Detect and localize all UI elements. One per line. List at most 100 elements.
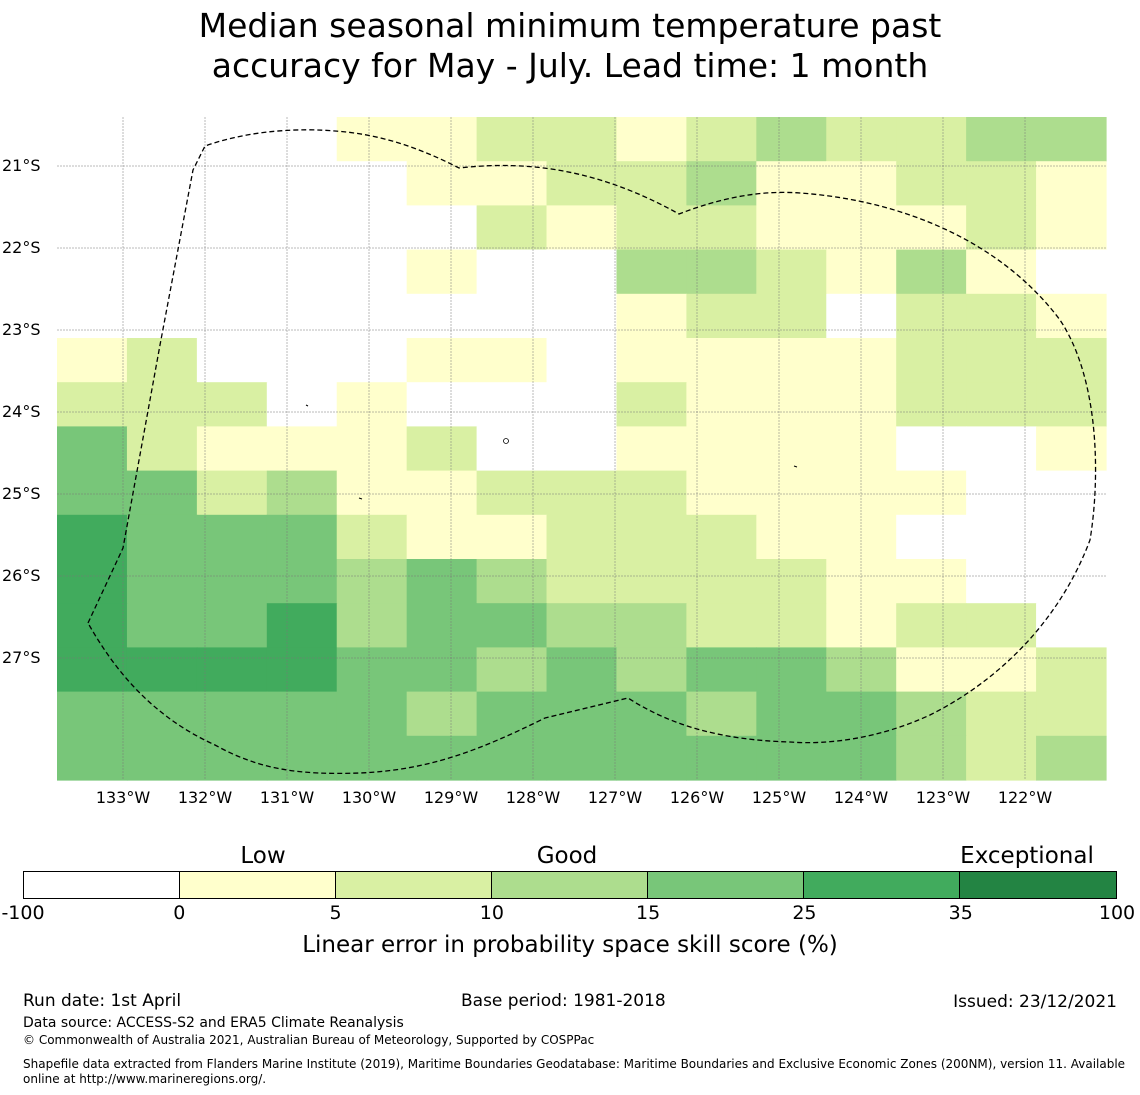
grid-cell (406, 117, 478, 162)
grid-cell (966, 559, 1037, 604)
grid-cell (336, 293, 408, 339)
grid-cell (686, 338, 757, 383)
grid-cell (546, 691, 618, 737)
grid-cell (686, 249, 757, 295)
grid-cell (826, 293, 897, 339)
longitude-label: 129°W (423, 788, 479, 807)
grid-cell (896, 205, 967, 251)
colorbar-segment (648, 872, 804, 898)
grid-cell (896, 559, 967, 604)
grid-cell (196, 161, 268, 206)
grid-cell (896, 161, 967, 206)
grid-cell (616, 249, 687, 295)
grid-cell (266, 293, 338, 339)
grid-cell (756, 559, 827, 604)
grid-cell (196, 338, 268, 383)
grid-cell (756, 161, 827, 206)
grid-cell (406, 514, 478, 560)
grid-cell (406, 382, 478, 427)
grid-cell (756, 382, 827, 427)
colorbar-segment (960, 872, 1116, 898)
island-marker (503, 438, 509, 444)
grid-cell (57, 647, 128, 693)
grid-cell (1036, 205, 1107, 251)
grid-cell (476, 691, 548, 737)
title-line-1: Median seasonal minimum temperature past (198, 6, 942, 45)
colorbar-tick-label: -100 (1, 902, 45, 924)
grid-cell (336, 691, 408, 737)
grid-cell (686, 514, 757, 560)
grid-cell (616, 117, 687, 162)
grid-cell (896, 249, 967, 295)
grid-cell (756, 293, 827, 339)
grid-cell (1036, 426, 1107, 472)
grid-cell (826, 249, 897, 295)
grid-cell (406, 338, 478, 383)
grid-cell (57, 470, 128, 516)
colorbar-title: Linear error in probability space skill … (302, 932, 838, 958)
grid-cell (616, 338, 687, 383)
grid-cell (966, 249, 1037, 295)
grid-cell (57, 514, 128, 560)
grid-cell (756, 426, 827, 472)
grid-cell (966, 161, 1037, 206)
grid-cell (196, 603, 268, 648)
grid-cell (336, 603, 408, 648)
grid-cell (126, 249, 198, 295)
grid-cell (476, 117, 548, 162)
grid-cell (896, 117, 967, 162)
grid-cell (476, 470, 548, 516)
grid-cell (196, 249, 268, 295)
grid-cell (756, 647, 827, 693)
longitude-label: 131°W (259, 788, 315, 807)
grid-cell (756, 117, 827, 162)
grid-cell (406, 426, 478, 472)
latitude-label: 21°S (2, 156, 41, 175)
grid-cell (826, 647, 897, 693)
grid-cell (266, 205, 338, 251)
grid-cell (57, 338, 128, 383)
shapefile-credit-line-2: online at http://www.marineregions.org/. (23, 1072, 267, 1086)
grid-cell (266, 382, 338, 427)
grid-cell (1036, 382, 1107, 427)
grid-cell (196, 514, 268, 560)
grid-cell (686, 382, 757, 427)
grid-cell (57, 559, 128, 604)
grid-cell (476, 205, 548, 251)
grid-cell (756, 205, 827, 251)
grid-cell (546, 249, 618, 295)
grid-cell (826, 603, 897, 648)
colorbar-category-label: Exceptional (960, 843, 1094, 869)
colorbar-tick-label: 0 (173, 902, 186, 924)
grid-cell (266, 691, 338, 737)
grid-cell (126, 514, 198, 560)
grid-cell (616, 647, 687, 693)
grid-cell (476, 426, 548, 472)
grid-cell (476, 559, 548, 604)
grid-cell (266, 249, 338, 295)
longitude-label: 122°W (997, 788, 1053, 807)
grid-cell (196, 735, 268, 781)
grid-cell (1036, 603, 1107, 648)
longitude-label: 132°W (177, 788, 233, 807)
grid-cell (196, 293, 268, 339)
grid-cell (476, 338, 548, 383)
grid-cell (126, 647, 198, 693)
colorbar-category-label: Low (240, 843, 286, 869)
grid-cell (266, 647, 338, 693)
grid-cell (406, 470, 478, 516)
latitude-label: 27°S (2, 648, 41, 667)
grid-cell (616, 426, 687, 472)
base-period: Base period: 1981-2018 (461, 991, 666, 1011)
grid-cell (1036, 338, 1107, 383)
grid-cell (57, 293, 128, 339)
grid-cell (546, 205, 618, 251)
grid-cell (57, 249, 128, 295)
run-date: Run date: 1st April (23, 991, 182, 1011)
grid-cell (1036, 691, 1107, 737)
grid-cell (826, 161, 897, 206)
grid-cell (336, 338, 408, 383)
grid-cell (126, 735, 198, 781)
grid-cell (1036, 514, 1107, 560)
grid-cell (546, 117, 618, 162)
